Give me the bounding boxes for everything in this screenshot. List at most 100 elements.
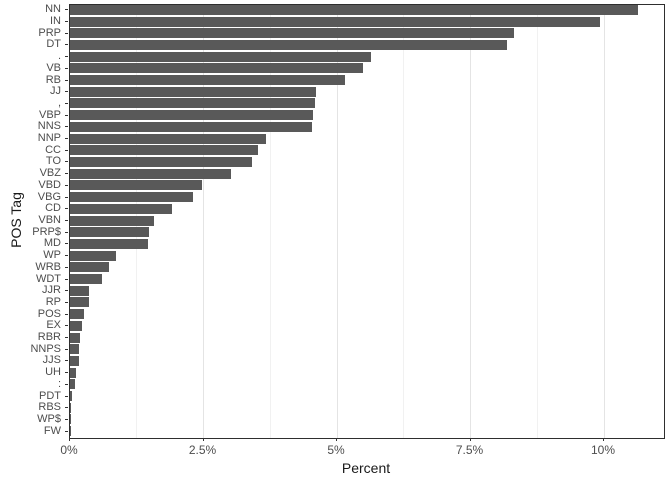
y-tick-label-:: : xyxy=(57,377,61,390)
minor-gridline xyxy=(269,5,271,438)
y-tick-mark xyxy=(65,395,68,397)
y-tick-mark xyxy=(65,79,68,81)
y-tick-label-POS: POS xyxy=(37,307,61,320)
y-tick-mark xyxy=(65,138,68,140)
y-tick-mark xyxy=(65,9,68,11)
y-tick-label-JJ: JJ xyxy=(50,85,61,98)
bar-: xyxy=(70,379,75,390)
y-tick-mark xyxy=(65,407,68,409)
bar-WP$ xyxy=(70,414,71,425)
y-tick-label-FW: FW xyxy=(43,424,61,437)
y-tick-label-RBS: RBS xyxy=(38,401,61,414)
bar-PRP$ xyxy=(70,227,150,238)
y-tick-mark xyxy=(65,161,68,163)
bar-EX xyxy=(70,320,82,331)
y-tick-mark xyxy=(65,372,68,374)
y-tick-mark xyxy=(65,255,68,257)
bar-TO xyxy=(70,156,253,167)
bar-VBG xyxy=(70,192,193,203)
y-tick-label-UH: UH xyxy=(45,366,61,379)
bar-POS xyxy=(70,309,84,320)
major-gridline xyxy=(470,5,471,438)
y-tick-label-EX: EX xyxy=(46,319,61,332)
bar-RBR xyxy=(70,332,81,343)
x-tick-label-7.5%: 7.5% xyxy=(455,443,484,457)
y-tick-mark xyxy=(65,325,68,327)
y-tick-label-WDT: WDT xyxy=(35,272,61,285)
y-tick-mark xyxy=(65,313,68,315)
x-tick-mark xyxy=(603,438,604,441)
y-tick-label-RBR: RBR xyxy=(37,331,61,344)
y-tick-mark xyxy=(65,21,68,23)
y-tick-mark xyxy=(65,44,68,46)
y-tick-label-,: , xyxy=(57,96,61,109)
y-tick-mark xyxy=(65,231,68,233)
y-tick-mark xyxy=(65,196,68,198)
major-gridline xyxy=(603,5,605,438)
bar-, xyxy=(70,98,315,109)
major-gridline xyxy=(203,5,204,438)
x-tick-mark xyxy=(202,438,204,441)
y-tick-mark xyxy=(65,383,68,385)
x-tick-label-0%: 0% xyxy=(60,443,78,457)
bar-CD xyxy=(70,203,172,214)
y-tick-mark xyxy=(65,278,68,280)
y-tick-label-VBP: VBP xyxy=(38,108,61,121)
y-tick-label-WRB: WRB xyxy=(35,260,61,273)
y-tick-mark xyxy=(65,301,68,303)
bar-CC xyxy=(70,145,258,156)
bar-VB xyxy=(70,63,364,74)
bar-RBS xyxy=(70,402,72,413)
bar-PDT xyxy=(70,391,73,402)
y-tick-mark xyxy=(65,337,68,339)
x-tick-label-5%: 5% xyxy=(327,443,345,457)
y-tick-mark xyxy=(65,56,68,58)
y-tick-label-IN: IN xyxy=(50,15,61,28)
bar-JJR xyxy=(70,285,90,296)
bar-UH xyxy=(70,367,76,378)
y-tick-mark xyxy=(65,126,68,128)
y-tick-mark xyxy=(65,173,68,175)
y-tick-label-VBG: VBG xyxy=(37,190,61,203)
y-tick-label-NNS: NNS xyxy=(37,120,61,133)
y-tick-label-NN: NN xyxy=(45,3,61,16)
y-tick-label-CD: CD xyxy=(45,202,61,215)
y-tick-mark xyxy=(65,149,68,151)
y-tick-label-VBN: VBN xyxy=(38,214,61,226)
bar-JJS xyxy=(70,355,79,366)
y-tick-label-VBZ: VBZ xyxy=(39,167,61,180)
y-tick-mark xyxy=(65,360,68,362)
bar-DT xyxy=(70,39,507,50)
y-tick-mark xyxy=(65,91,68,93)
bar-. xyxy=(70,51,372,62)
y-tick-label-RB: RB xyxy=(45,73,61,86)
major-gridline xyxy=(336,5,338,438)
bar-NNS xyxy=(70,121,312,132)
minor-gridline xyxy=(536,5,538,438)
y-tick-mark xyxy=(65,266,68,268)
bar-WRB xyxy=(70,262,109,273)
y-tick-label-CC: CC xyxy=(45,143,61,156)
y-tick-label-TO: TO xyxy=(45,155,61,168)
y-tick-mark xyxy=(65,114,68,116)
y-tick-label-PRP$: PRP$ xyxy=(32,225,61,238)
y-tick-mark xyxy=(65,220,68,221)
bar-VBZ xyxy=(70,168,231,179)
bar-IN xyxy=(70,16,601,27)
x-tick-mark xyxy=(336,438,337,441)
bar-NNP xyxy=(70,133,266,144)
bar-VBN xyxy=(70,215,154,226)
bar-RP xyxy=(70,297,90,308)
y-tick-label-JJS: JJS xyxy=(42,354,61,367)
y-tick-label-JJR: JJR xyxy=(42,284,61,297)
x-tick-label-2.5%: 2.5% xyxy=(188,443,217,457)
y-tick-label-WP: WP xyxy=(43,249,61,262)
y-tick-label-WP$: WP$ xyxy=(37,412,61,425)
bar-MD xyxy=(70,238,148,249)
bar-NN xyxy=(70,4,638,15)
bar-PRP xyxy=(70,28,515,39)
y-tick-label-PRP: PRP xyxy=(38,26,61,39)
x-tick-label-10%: 10% xyxy=(590,443,616,457)
x-tick-mark xyxy=(69,438,70,441)
y-tick-mark xyxy=(65,290,68,292)
